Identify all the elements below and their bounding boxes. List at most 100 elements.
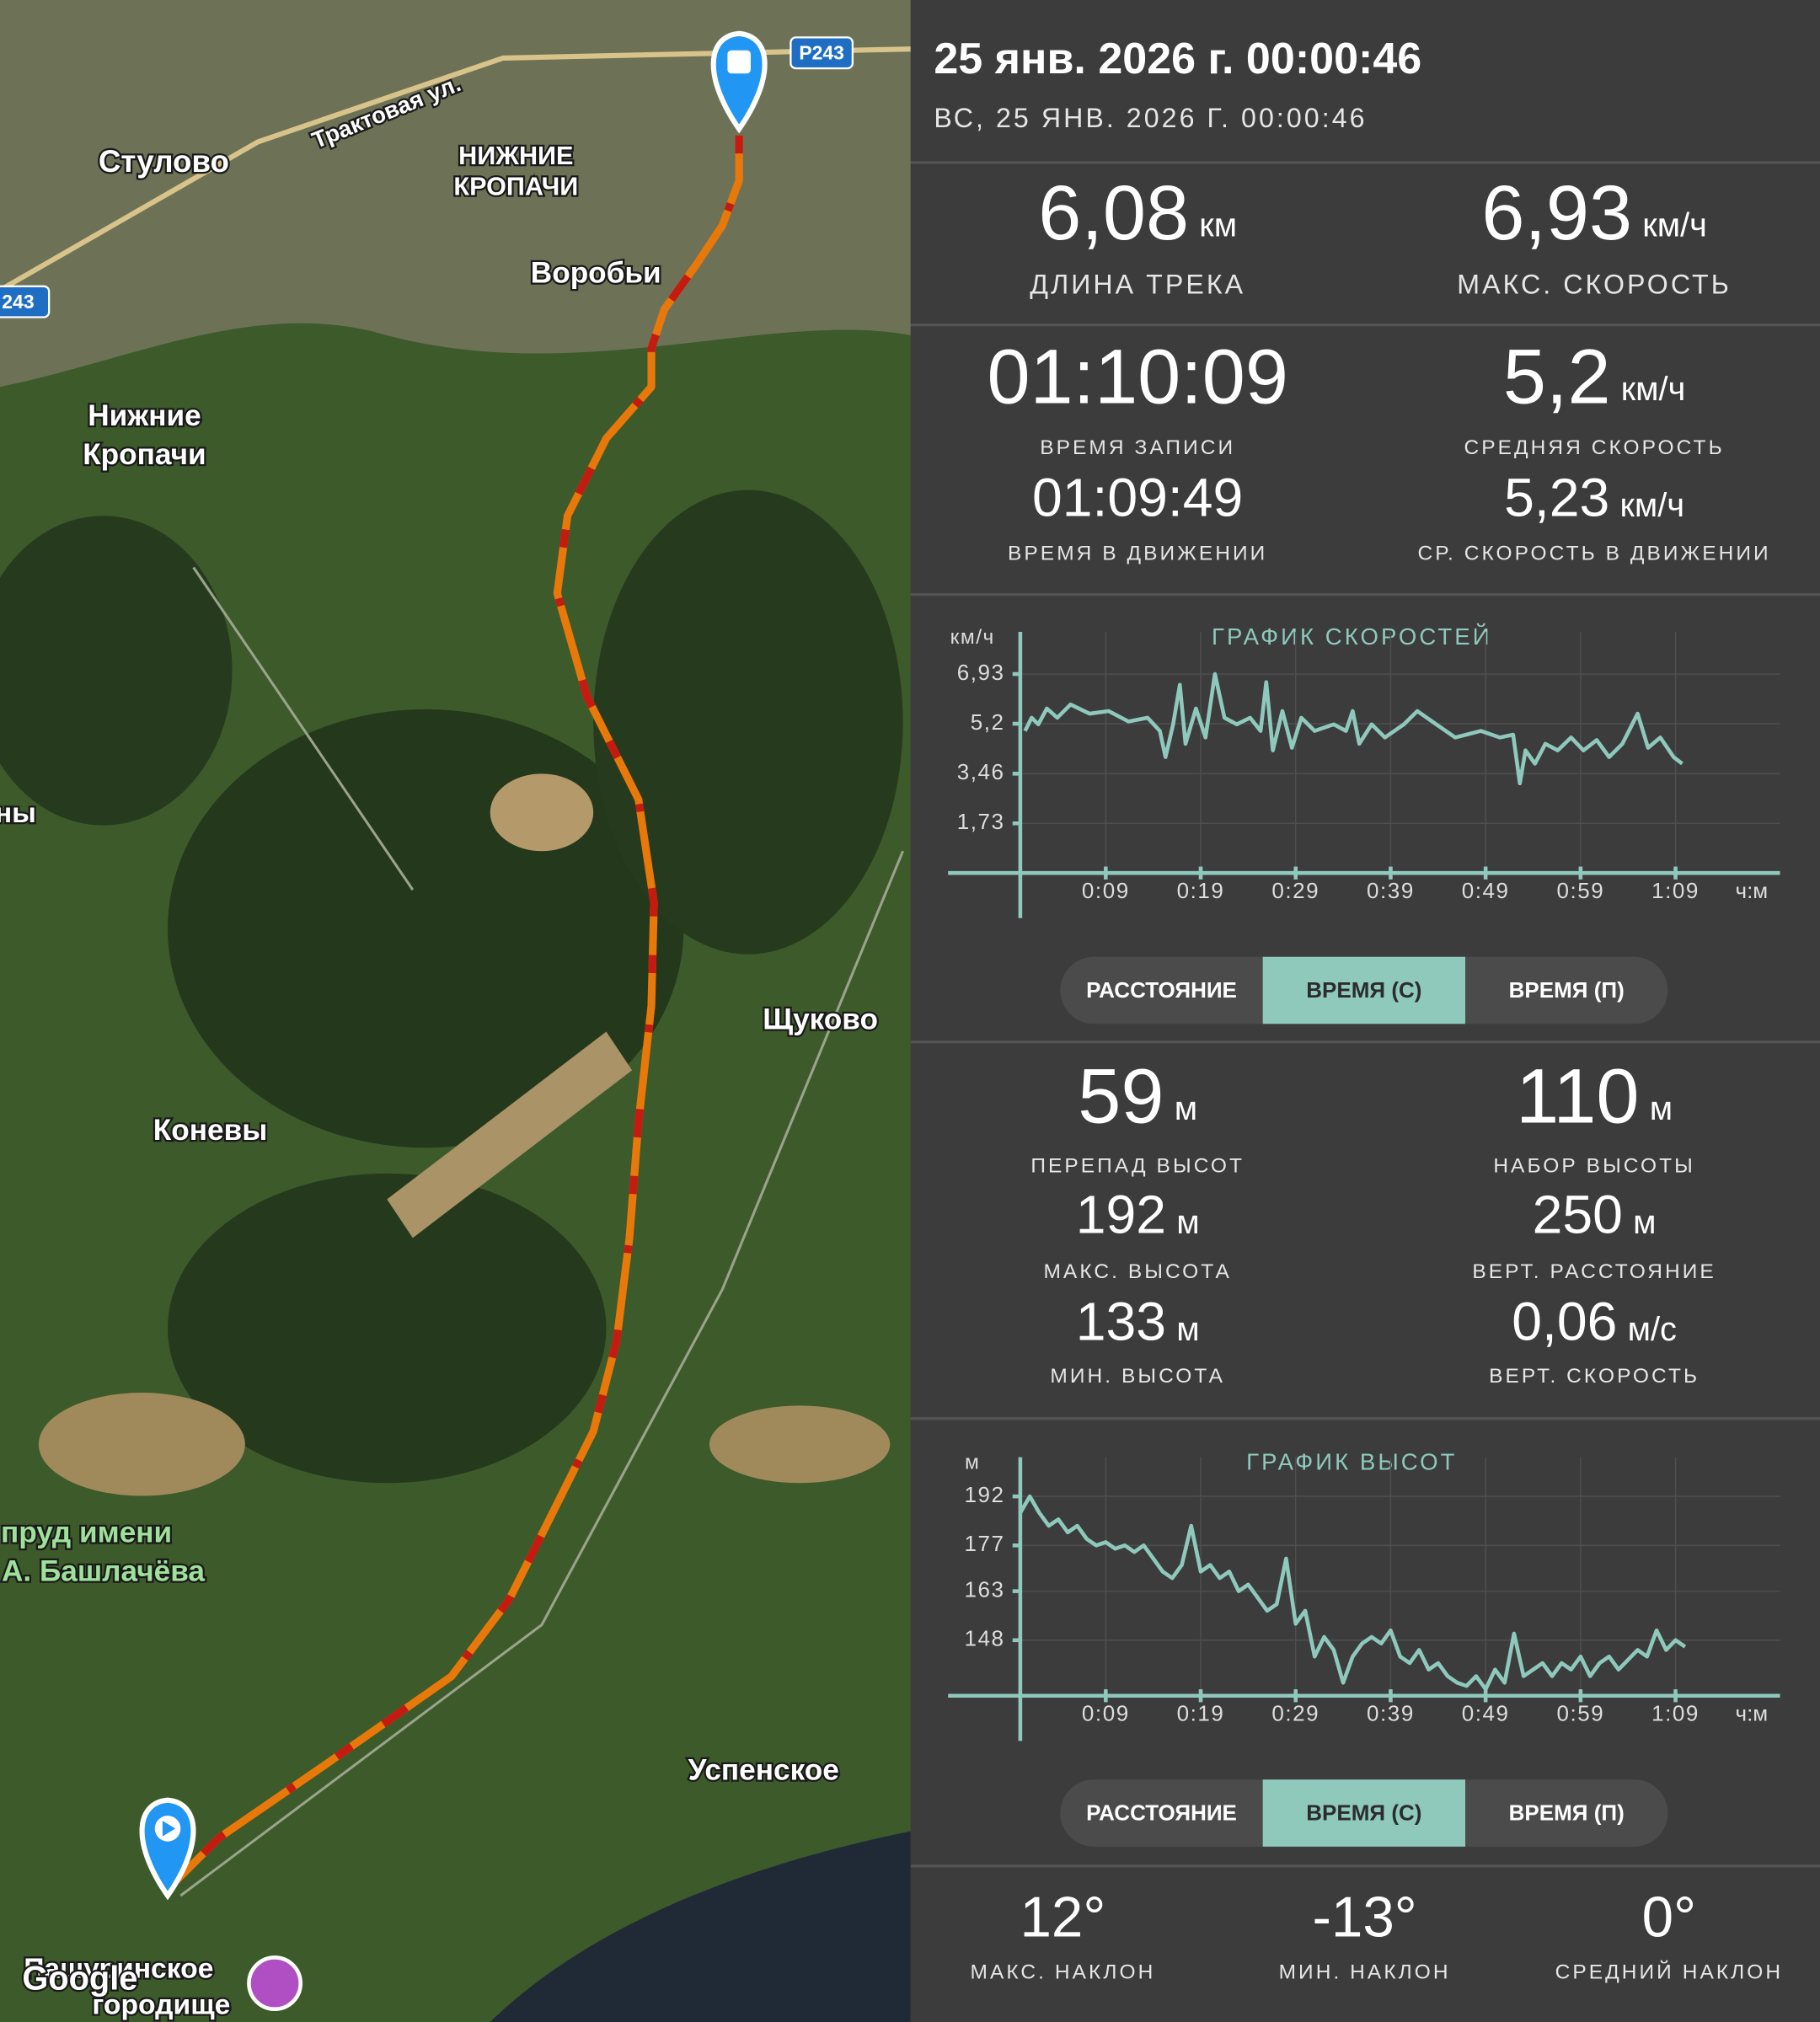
tab[interactable]: РАССТОЯНИЕ [1086, 977, 1237, 1003]
chart-title: ГРАФИК ВЫСОТ [1246, 1449, 1457, 1475]
field [38, 1393, 245, 1496]
stat-value: 250 м [1533, 1184, 1657, 1244]
stat-label: СРЕДНЯЯ СКОРОСТЬ [1464, 436, 1724, 459]
x-tick-label: 1:09 [1651, 878, 1700, 903]
map-label: Коневы [153, 1114, 267, 1147]
stat-number: 0° [1642, 1886, 1696, 1949]
stat-number: 01:09:49 [1032, 467, 1243, 527]
stat-unit: км/ч [1620, 486, 1685, 523]
route [164, 135, 743, 1892]
x-tick-label: 0:09 [1082, 1701, 1130, 1726]
tab[interactable]: ВРЕМЯ (П) [1509, 977, 1625, 1003]
map-label: Нижние [88, 399, 201, 432]
stat-value: 12° [1020, 1886, 1105, 1949]
stat-number: 12° [1020, 1886, 1105, 1949]
stat-value: 0,06 м/с [1512, 1291, 1677, 1351]
y-tick-label: 3,46 [957, 759, 1005, 784]
stat-unit: м/с [1628, 1310, 1677, 1347]
x-tick-label: 0:19 [1177, 878, 1225, 903]
y-tick-label: 6,93 [957, 660, 1005, 685]
tab[interactable]: РАССТОЯНИЕ [1086, 1800, 1237, 1825]
tab-active [1262, 956, 1466, 1024]
stat-value: 110 м [1516, 1054, 1673, 1140]
series-line [1018, 1494, 1687, 1692]
stat-label: МИН. НАКЛОН [1279, 1960, 1451, 1983]
dividers [910, 161, 1820, 1868]
x-axis-label: ч:м [1736, 1701, 1769, 1726]
forest [593, 489, 903, 955]
photo-icon [247, 1955, 302, 2011]
chart-title: ГРАФИК СКОРОСТЕЙ [1212, 623, 1492, 650]
forest [0, 516, 233, 826]
stat-label: ВЕРТ. СКОРОСТЬ [1489, 1365, 1700, 1388]
map-label: Кропачи [83, 438, 206, 471]
stat-unit: км/ч [1621, 370, 1686, 407]
map-label: НИЖНИЕ [458, 142, 573, 170]
map-label: Воробьи [531, 256, 661, 289]
y-tick-label: 192 [965, 1482, 1005, 1507]
y-tick-label: 5,2 [971, 709, 1005, 735]
stat-value: -13° [1312, 1886, 1416, 1949]
stat-number: 0,06 [1512, 1291, 1617, 1351]
stat-number: 5,2 [1503, 334, 1611, 420]
y-tick-label: 148 [965, 1626, 1005, 1651]
stat-label: МАКС. ВЫСОТА [1043, 1260, 1231, 1283]
tab[interactable]: ВРЕМЯ (С) [1306, 1800, 1421, 1825]
stat-label: ВРЕМЯ ЗАПИСИ [1040, 436, 1235, 459]
stat-number: 250 [1533, 1184, 1623, 1244]
stat-number: 6,93 [1481, 170, 1632, 256]
stat-label: НАБОР ВЫСОТЫ [1493, 1155, 1695, 1178]
stat-number: -13° [1312, 1886, 1416, 1949]
road-sign [0, 285, 51, 318]
tab[interactable]: ВРЕМЯ (С) [1306, 977, 1421, 1003]
map-label: ны [0, 798, 36, 829]
road [0, 46, 911, 293]
stat-label: МАКС. НАКЛОН [970, 1960, 1155, 1983]
stat-label: МИН. ВЫСОТА [1050, 1365, 1225, 1388]
town-area [0, 0, 911, 388]
map-label: КРОПАЧИ [453, 173, 578, 201]
stat-value: 59 м [1078, 1054, 1197, 1140]
stat-unit: км/ч [1642, 206, 1707, 243]
map-label: городище [92, 1990, 230, 2021]
x-tick-label: 0:59 [1556, 1701, 1604, 1726]
stat-label: ВЕРТ. РАССТОЯНИЕ [1472, 1260, 1716, 1283]
y-axis-label: м [965, 1452, 980, 1474]
stat-number: 192 [1076, 1184, 1166, 1244]
x-tick-label: 0:29 [1271, 1701, 1320, 1726]
y-tick-label: 177 [965, 1531, 1005, 1556]
map-label: Щуково [763, 1003, 878, 1036]
y-tick-label: 163 [965, 1577, 1005, 1602]
stat-label: СР. СКОРОСТЬ В ДВИЖЕНИИ [1418, 543, 1771, 565]
road-sign-label: 243 [2, 291, 34, 313]
river [490, 1831, 911, 2022]
stat-value: 01:10:09 [987, 334, 1287, 420]
x-tick-label: 0:39 [1367, 878, 1415, 903]
road [179, 566, 904, 1897]
tab[interactable]: ВРЕМЯ (П) [1509, 1800, 1625, 1825]
start-pin [139, 1797, 196, 1901]
field [490, 773, 594, 852]
x-tick-label: 1:09 [1651, 1701, 1700, 1726]
subtitle: ВС, 25 ЯНВ. 2026 Г. 00:00:46 [934, 103, 1367, 133]
x-axis-label: ч:м [1736, 878, 1769, 903]
x-tick-label: 0:29 [1271, 878, 1320, 903]
x-tick-label: 0:39 [1367, 1701, 1415, 1726]
stat-number: 59 [1078, 1054, 1164, 1140]
x-tick-label: 0:19 [1177, 1701, 1225, 1726]
field [387, 1031, 633, 1238]
stat-label: ПЕРЕПАД ВЫСОТ [1030, 1155, 1245, 1178]
y-axis-label: км/ч [950, 626, 995, 649]
road-sign [790, 36, 854, 70]
map-label: Успенское [688, 1753, 839, 1786]
stat-number: 01:10:09 [987, 334, 1287, 420]
tab-active [1262, 1779, 1466, 1847]
map [0, 0, 911, 2022]
map-label: Пашуринское [24, 1954, 213, 1985]
stat-label: СРЕДНИЙ НАКЛОН [1555, 1960, 1784, 1983]
x-tick-label: 0:49 [1462, 878, 1510, 903]
stat-value: 0° [1642, 1886, 1696, 1949]
stat-unit: м [1175, 1089, 1197, 1126]
